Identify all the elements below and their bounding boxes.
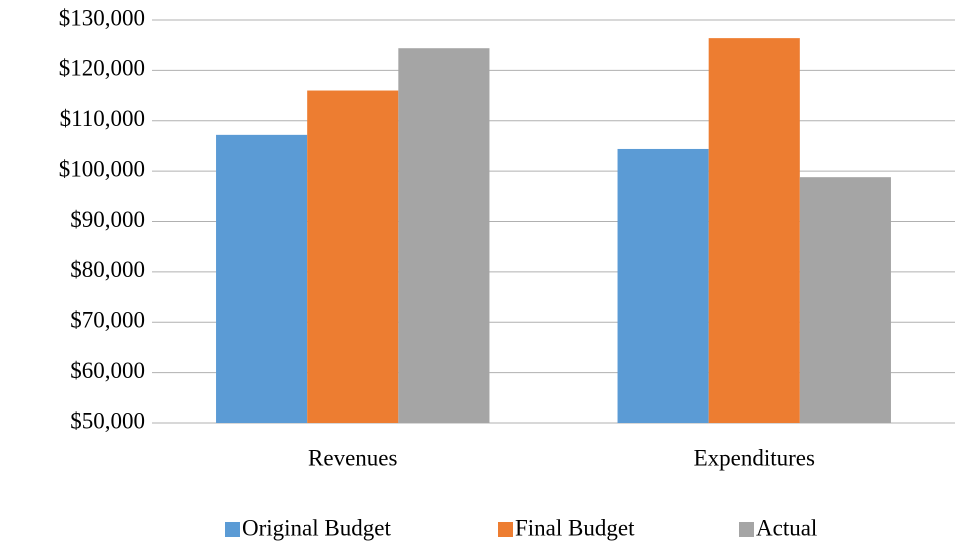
y-tick-label: $110,000 xyxy=(60,106,145,131)
legend-label: Final Budget xyxy=(515,515,635,540)
y-tick-label: $80,000 xyxy=(70,257,145,282)
legend-label: Original Budget xyxy=(242,515,391,540)
legend-swatch xyxy=(225,522,240,537)
x-tick-label: Expenditures xyxy=(694,445,815,470)
y-tick-label: $100,000 xyxy=(59,156,145,181)
y-tick-label: $130,000 xyxy=(59,5,145,30)
y-tick-label: $60,000 xyxy=(70,358,145,383)
legend-swatch xyxy=(498,522,513,537)
y-tick-label: $120,000 xyxy=(59,56,145,81)
y-tick-label: $70,000 xyxy=(70,308,145,333)
bar xyxy=(307,90,399,424)
bar xyxy=(799,177,891,423)
legend-swatch xyxy=(739,522,754,537)
x-tick-label: Revenues xyxy=(308,445,397,470)
bar xyxy=(617,148,709,423)
bar xyxy=(398,48,490,424)
bar xyxy=(708,38,800,423)
y-tick-label: $50,000 xyxy=(70,408,145,433)
legend-label: Actual xyxy=(756,515,817,540)
bar xyxy=(216,134,308,424)
y-tick-label: $90,000 xyxy=(70,207,145,232)
